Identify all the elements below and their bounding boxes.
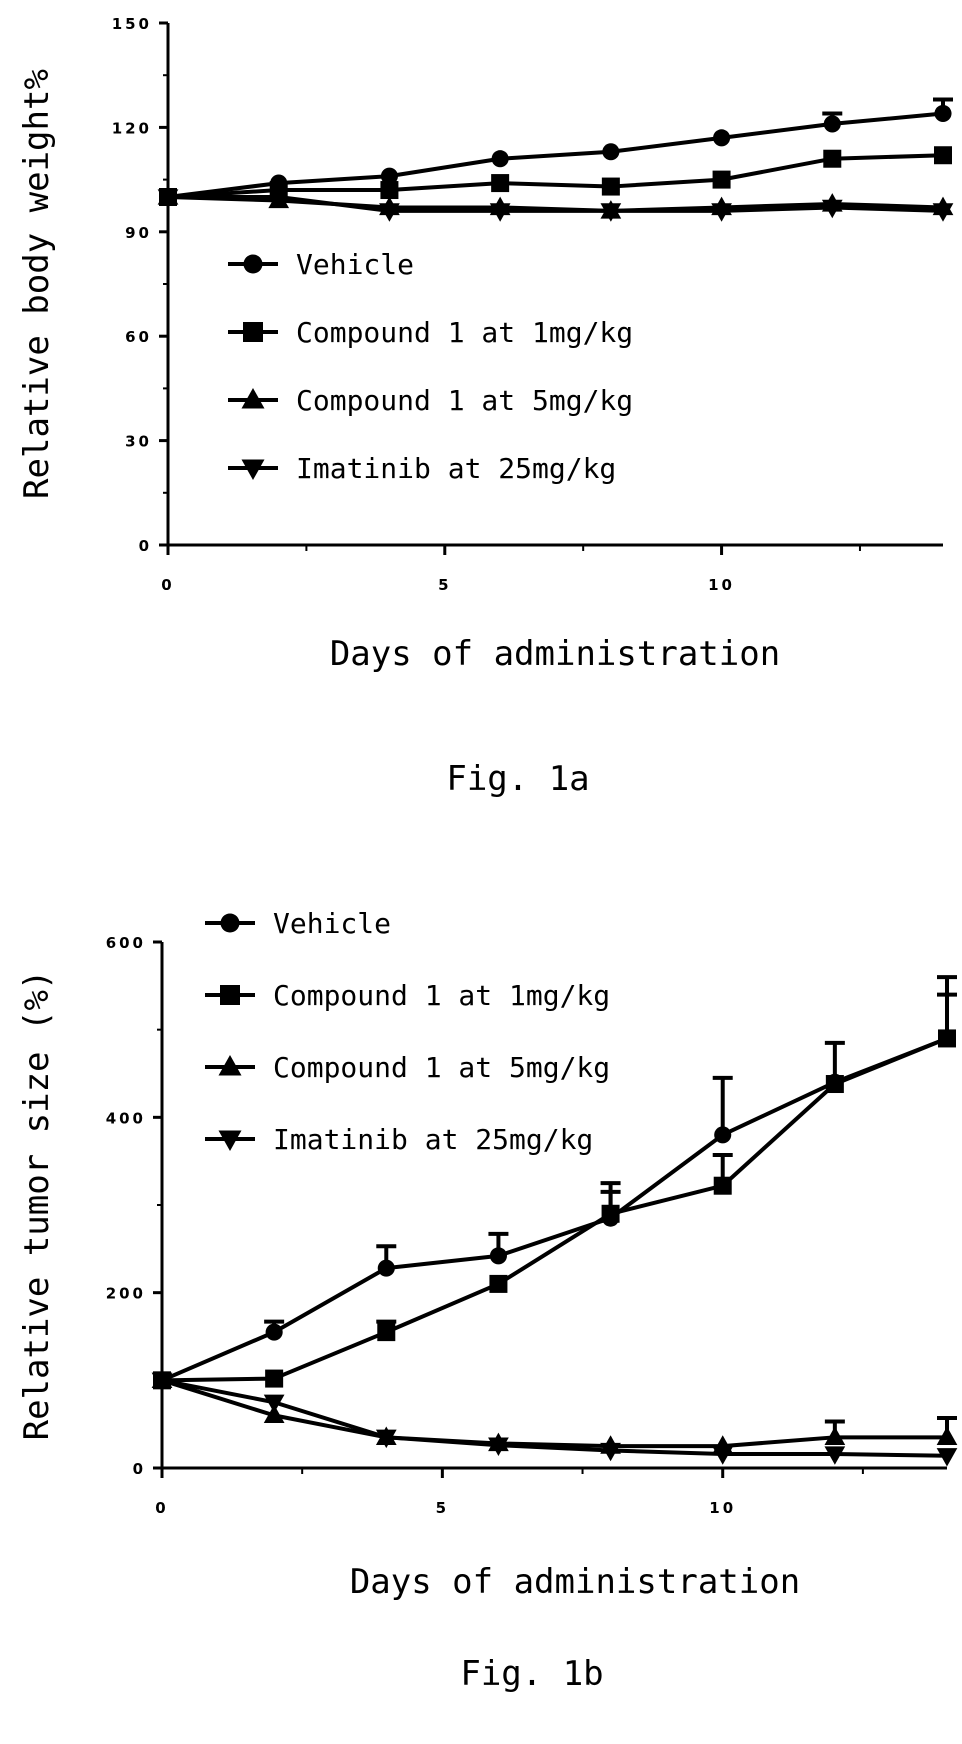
chart-a-legend-label-2: Compound 1 at 5mg/kg: [296, 384, 633, 417]
chart-b-x-tick-label: 5: [436, 1499, 449, 1517]
chart-b-y-tick-label: 400: [106, 1109, 146, 1127]
chart-b-series-3-point: [600, 1442, 621, 1462]
chart-b-y-tick-label: 200: [106, 1285, 146, 1303]
chart-a-series-3: [157, 189, 954, 222]
chart-a-y-tick-label: 90: [125, 224, 152, 242]
chart-a-legend-marker-2: [241, 388, 265, 409]
chart-a-series-3-point: [821, 199, 843, 219]
chart-a-series-3-point: [489, 203, 511, 222]
chart-b-series-0-point: [377, 1259, 395, 1277]
chart-a-series-0-line: [167, 111, 944, 199]
chart-b-series-3-point: [712, 1446, 734, 1465]
chart-b-legend-marker-2: [218, 1055, 242, 1076]
chart-a-series-0-point: [602, 143, 620, 161]
chart-fig-1b: 0 200 400 600 0 5 10 Days of administration Rela…: [0, 870, 962, 1744]
chart-a-series-0-point: [823, 115, 841, 133]
chart-a-y-tick-label: 0: [139, 537, 152, 555]
chart-b-series-2-point: [263, 1404, 285, 1424]
chart-b-series-2-point: [824, 1426, 846, 1445]
chart-b-series-3-point: [824, 1446, 846, 1465]
chart-b-series-1-point: [825, 1075, 844, 1094]
chart-b-series-3-point: [488, 1437, 509, 1457]
chart-b-legend-label-0: Vehicle: [273, 907, 391, 940]
chart-b-legend-marker-1: [220, 985, 240, 1005]
chart-a-series-1-point: [823, 149, 842, 168]
chart-a-series-0-point: [713, 129, 731, 147]
chart-a-legend-label-3: Imatinib at 25mg/kg: [296, 452, 616, 485]
chart-b-x-tick-label: 10: [709, 1499, 736, 1517]
chart-a-series-1-point: [601, 177, 620, 196]
chart-b-series-2-line: [161, 1378, 947, 1449]
chart-a-y-axis-label: Relative body weight%: [17, 69, 57, 499]
chart-a-series-3-point: [600, 203, 622, 222]
chart-a-y-tick-label: 120: [112, 119, 152, 137]
chart-b-series-1-line: [161, 1036, 948, 1383]
chart-a-series-1-line: [167, 153, 944, 199]
chart-a-series-1-point: [934, 146, 952, 165]
chart-a-x-tick-label: 5: [438, 576, 451, 594]
chart-a-series-3-point: [157, 189, 179, 208]
chart-b-series-1-point: [601, 1204, 620, 1223]
chart-b-series-1-point: [489, 1274, 508, 1293]
chart-b-x-axis-label: Days of administration: [350, 1562, 800, 1602]
chart-b-legend-marker-3: [218, 1130, 242, 1151]
chart-b-series-0-point: [714, 1126, 732, 1144]
chart-a-x-tick-label: 10: [708, 576, 735, 594]
chart-a-series-3-point: [379, 203, 400, 222]
chart-b-legend-label-3: Imatinib at 25mg/kg: [273, 1123, 593, 1156]
chart-b-series-3-point: [375, 1429, 397, 1449]
chart-b-legend-label-1: Compound 1 at 1mg/kg: [273, 979, 610, 1012]
chart-a-y-tick-label: 30: [125, 433, 152, 451]
chart-a-series-3-line: [168, 195, 944, 213]
chart-a-x-axis-label: Days of administration: [330, 634, 780, 674]
chart-a-y-tick-label: 60: [125, 328, 152, 346]
chart-b-legend-marker-0: [220, 913, 240, 933]
chart-b-series-1-point: [938, 1029, 956, 1048]
chart-b-series-3-line: [161, 1378, 948, 1458]
chart-b-x-tick-label: 0: [155, 1499, 168, 1517]
chart-fig-1a: 0 30 60 90 120 150 0 5 10 Days of administration R…: [0, 0, 962, 870]
chart-a-series-0-point: [491, 150, 509, 168]
chart-b-series-1-point: [265, 1369, 284, 1388]
chart-a-legend-marker-3: [241, 459, 265, 480]
chart-a-series-3-point: [268, 189, 290, 208]
chart-b-caption: Fig. 1b: [460, 1654, 603, 1694]
chart-b-series-3-point: [936, 1448, 958, 1467]
chart-a-caption: Fig. 1a: [446, 759, 589, 799]
chart-fig-1b-svg: 0 200 400 600 0 5 10 Days of administration Rela…: [17, 907, 958, 1694]
chart-a-series-1-point: [491, 174, 510, 193]
chart-b-series-1-point: [377, 1323, 396, 1342]
chart-b-series-3-point: [263, 1394, 285, 1414]
chart-b-series-2-point: [936, 1426, 958, 1445]
chart-a-y-tick-label: 150: [112, 15, 152, 33]
chart-a-legend-marker-0: [243, 254, 263, 274]
chart-b-series-0-point: [489, 1247, 507, 1265]
chart-b-y-tick-label: 0: [133, 1460, 146, 1478]
chart-a-legend-label-0: Vehicle: [296, 248, 414, 281]
chart-b-legend-label-2: Compound 1 at 5mg/kg: [273, 1051, 610, 1084]
chart-b-y-tick-label: 600: [106, 934, 146, 952]
chart-b-series-3: [151, 1372, 958, 1467]
chart-b-series-1-point: [713, 1176, 732, 1195]
chart-b-series-0-point: [265, 1323, 283, 1341]
chart-a-series-0-point: [380, 167, 398, 185]
chart-a-legend-label-1: Compound 1 at 1mg/kg: [296, 316, 633, 349]
chart-a-series-0-point: [934, 104, 952, 123]
chart-a-x-tick-label: 0: [161, 576, 174, 594]
chart-b-series-0: [153, 975, 957, 1389]
chart-b-series-0-line: [161, 1036, 948, 1383]
chart-fig-1a-svg: 0 30 60 90 120 150 0 5 10 Days of administration R…: [17, 15, 954, 799]
chart-b-y-axis-label: Relative tumor size (%): [17, 970, 57, 1441]
chart-b-series-3-point: [151, 1372, 173, 1392]
chart-a-series-1-point: [380, 181, 399, 200]
chart-a-series-3-point: [932, 203, 954, 222]
chart-a-legend-marker-1: [243, 322, 263, 342]
chart-a-series-3-point: [711, 203, 732, 222]
chart-a-series-1-point: [712, 170, 731, 189]
